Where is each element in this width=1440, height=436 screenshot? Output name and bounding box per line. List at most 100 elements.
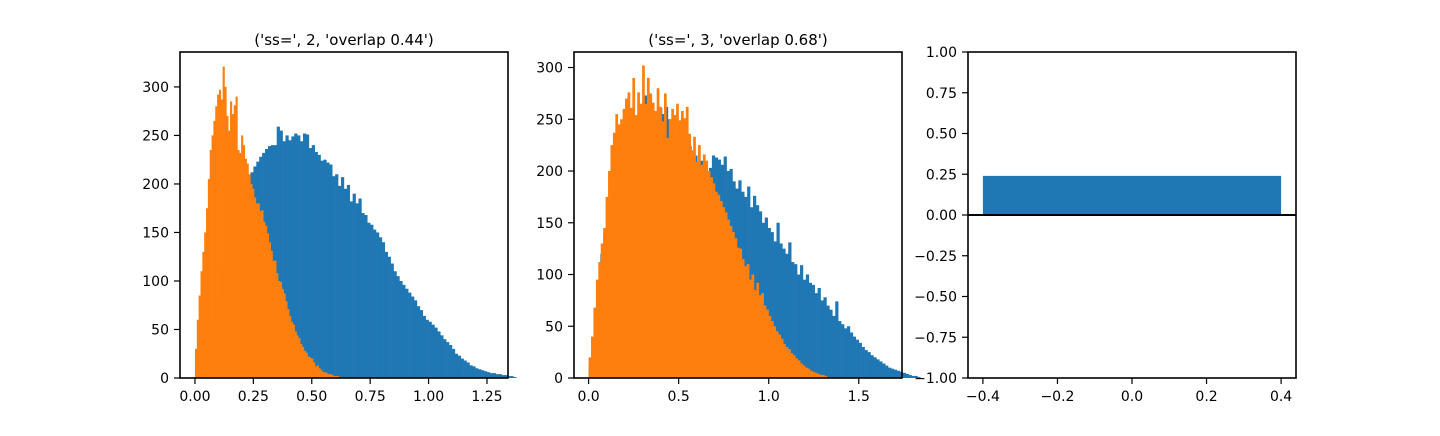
y-tick-label: 100 xyxy=(536,268,563,284)
histogram-bar xyxy=(612,132,616,378)
axes-frame xyxy=(179,51,509,379)
histogram-bar xyxy=(324,372,327,378)
histogram-bar xyxy=(399,280,403,378)
histogram-bar xyxy=(688,133,692,378)
histogram-bar xyxy=(829,309,833,378)
histogram-bar xyxy=(776,222,780,378)
histogram-bar xyxy=(838,321,842,378)
histogram-bar xyxy=(659,106,662,378)
histogram-bar xyxy=(325,373,329,378)
histogram-bar xyxy=(460,358,464,378)
x-axis: 0.00 0.25 0.50 0.75 1.00 1.25 xyxy=(179,378,503,405)
histogram-bar xyxy=(812,371,816,378)
histogram-bar xyxy=(300,344,303,378)
histogram-bar xyxy=(753,290,757,378)
histogram-bar xyxy=(287,309,290,378)
x-tick-label: 1.5 xyxy=(848,389,870,405)
histogram-bar xyxy=(744,266,747,378)
histogram-bar xyxy=(780,338,784,378)
histogram-bar xyxy=(778,334,781,378)
histogram-bar xyxy=(608,171,611,378)
histogram-bar xyxy=(610,145,614,378)
histogram-bar xyxy=(814,372,818,378)
histogram-bar xyxy=(281,288,284,378)
histogram-bar xyxy=(466,362,470,378)
histogram-bar xyxy=(911,375,915,378)
histogram-bar xyxy=(393,271,397,378)
histogram-bar xyxy=(411,296,415,378)
histogram-bar xyxy=(766,309,769,378)
histogram-bar xyxy=(313,362,316,378)
y-tick-label: 300 xyxy=(142,80,169,96)
histogram-bar xyxy=(715,191,718,378)
histogram-bar xyxy=(335,376,338,378)
histogram-bar xyxy=(320,160,324,378)
y-tick-label: 300 xyxy=(536,61,563,77)
histogram-bar xyxy=(305,134,310,378)
y-tick-label: −0.25 xyxy=(914,249,957,265)
histogram-bar xyxy=(751,274,755,378)
histogram-bar xyxy=(824,375,828,378)
y-tick-label: 50 xyxy=(151,322,169,338)
histogram-bar xyxy=(700,164,704,378)
histogram-bar xyxy=(634,115,638,378)
histogram-bar xyxy=(617,124,621,378)
x-tick-label: 1.00 xyxy=(413,389,444,405)
y-tick-label: 250 xyxy=(142,128,169,144)
histogram-bar xyxy=(355,203,359,378)
histogram-bar xyxy=(343,188,348,378)
histogram-bar xyxy=(194,348,198,378)
histogram-bar xyxy=(823,297,827,378)
histogram-bar xyxy=(416,306,421,378)
histogram-bar xyxy=(727,219,730,378)
histogram-bar xyxy=(307,356,310,378)
histogram-bar xyxy=(237,149,240,378)
histogram-bar xyxy=(274,260,277,378)
histogram-bar xyxy=(807,368,811,378)
histogram-bar xyxy=(598,262,602,378)
histogram-bar xyxy=(710,177,713,378)
histogram-bar xyxy=(495,374,499,378)
histogram-bar xyxy=(782,248,786,378)
histogram-bar xyxy=(707,171,711,378)
histogram-bar xyxy=(335,174,339,378)
histogram-bar xyxy=(676,103,679,378)
y-axis: −1.00 −0.75 −0.50 −0.25 0.00 0.25 0.50 0.75 1.00 xyxy=(914,45,968,387)
histogram-bar xyxy=(800,363,803,378)
y-axis: 0 50 100 150 200 250 300 xyxy=(536,61,574,387)
histogram-bar xyxy=(475,368,479,378)
histogram-bar xyxy=(206,208,209,378)
histogram-bar xyxy=(896,370,901,378)
histogram-bar xyxy=(244,158,247,378)
histogram-bar xyxy=(451,348,456,378)
histogram-bar xyxy=(501,375,505,378)
histogram-bar xyxy=(822,374,825,378)
histogram-bar xyxy=(673,115,677,378)
histogram-bar xyxy=(629,107,633,378)
histogram-bar xyxy=(217,94,220,378)
histogram-bar xyxy=(285,135,289,378)
histogram-bar xyxy=(712,183,716,378)
histogram-bar xyxy=(595,279,599,378)
histogram-bar xyxy=(783,343,786,378)
histogram-bar xyxy=(507,376,511,378)
histogram-bar xyxy=(749,279,752,378)
histogram-bar xyxy=(454,353,459,378)
histogram-bar xyxy=(685,106,689,378)
histogram-bar xyxy=(498,374,502,378)
histogram-bar xyxy=(200,271,203,378)
histogram-bar xyxy=(305,352,308,378)
histogram-bar xyxy=(885,365,889,378)
histogram-bar xyxy=(241,135,244,378)
histogram-bar xyxy=(250,183,253,378)
histogram-bar xyxy=(724,212,728,378)
histogram-bar xyxy=(196,319,199,378)
histogram-bar xyxy=(322,372,325,378)
histogram-bar xyxy=(591,336,594,378)
histogram-bar xyxy=(846,326,851,378)
histogram-bar xyxy=(261,210,264,378)
histogram-bar xyxy=(215,106,218,378)
histogram-bar xyxy=(791,262,795,378)
histogram-bar xyxy=(651,102,655,379)
